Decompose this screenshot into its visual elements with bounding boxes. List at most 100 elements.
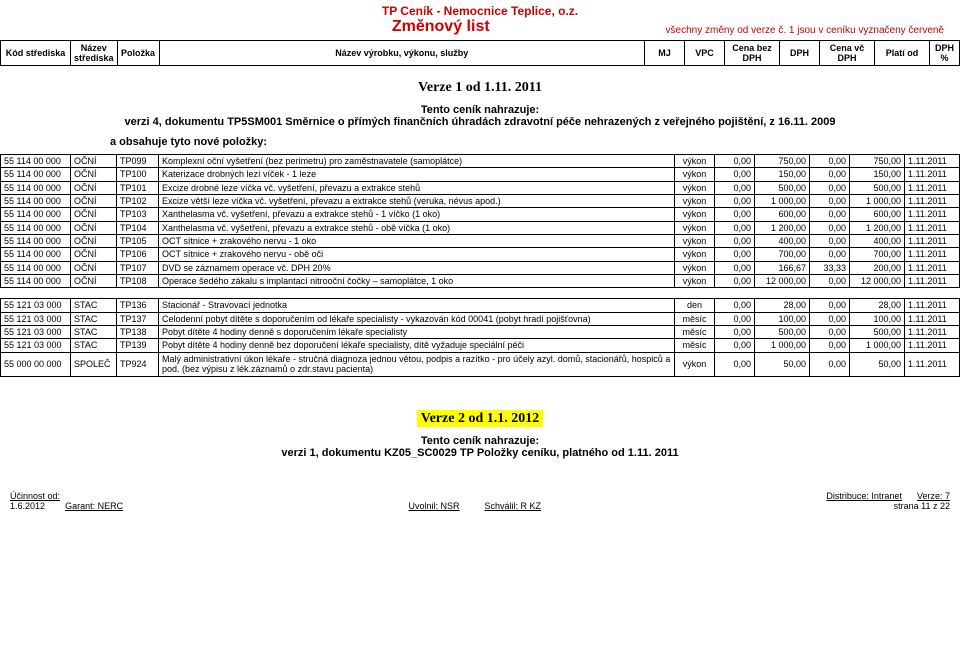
cell-mj: výkon (675, 221, 715, 234)
cell-plod: 1.11.2011 (905, 235, 960, 248)
cell-dph: 33,33 (810, 261, 850, 274)
cell-pol: TP136 (117, 299, 159, 312)
cell-desc: Celodenní pobyt dítěte s doporučením od … (159, 312, 675, 325)
footer-page: strana 11 z 22 (826, 501, 950, 511)
cell-dph: 0,00 (810, 181, 850, 194)
cell-cbez: 12 000,00 (755, 275, 810, 288)
cell-cvc: 500,00 (850, 326, 905, 339)
cell-cvc: 1 000,00 (850, 195, 905, 208)
cell-cvc: 12 000,00 (850, 275, 905, 288)
cell-kod: 55 114 00 000 (1, 261, 71, 274)
cell-desc: Stacionář - Stravovací jednotka (159, 299, 675, 312)
cell-dph: 0,00 (810, 275, 850, 288)
table-row: 55 114 00 000OČNÍTP108Operace šedého zák… (1, 275, 960, 288)
cell-dph: 0,00 (810, 352, 850, 376)
cell-dph: 0,00 (810, 312, 850, 325)
cell-cbez: 400,00 (755, 235, 810, 248)
cell-cvc: 750,00 (850, 155, 905, 168)
doc-title: TP Ceník - Nemocnice Teplice, o.z. (8, 4, 952, 18)
cell-dph: 0,00 (810, 326, 850, 339)
cell-plod: 1.11.2011 (905, 312, 960, 325)
col-nazev-stred: Název střediska (71, 41, 118, 66)
cell-dph: 0,00 (810, 195, 850, 208)
cell-mj: den (675, 299, 715, 312)
cell-kod: 55 121 03 000 (1, 326, 71, 339)
cell-kod: 55 114 00 000 (1, 275, 71, 288)
cell-cbez: 150,00 (755, 168, 810, 181)
cell-desc: OCT sítnice + zrakového nervu - 1 oko (159, 235, 675, 248)
table-row: 55 114 00 000OČNÍTP103Xanthelasma vč. vy… (1, 208, 960, 221)
cell-plod: 1.11.2011 (905, 339, 960, 352)
footer-schvalil: Schválil: R KZ (485, 501, 542, 511)
cell-plod: 1.11.2011 (905, 299, 960, 312)
cell-pol: TP102 (117, 195, 159, 208)
cell-dph: 0,00 (810, 155, 850, 168)
cell-mj: výkon (675, 195, 715, 208)
cell-pol: TP101 (117, 181, 159, 194)
cell-vpc: 0,00 (715, 235, 755, 248)
cell-plod: 1.11.2011 (905, 195, 960, 208)
cell-cbez: 500,00 (755, 326, 810, 339)
cell-cvc: 500,00 (850, 181, 905, 194)
cell-kod: 55 114 00 000 (1, 155, 71, 168)
col-cena-vc: Cena vč DPH (820, 41, 875, 66)
cell-cvc: 1 000,00 (850, 339, 905, 352)
cell-mj: výkon (675, 261, 715, 274)
col-dph: DPH (780, 41, 820, 66)
column-header-table: Kód střediska Název střediska Položka Ná… (0, 40, 960, 66)
cell-mj: měsíc (675, 326, 715, 339)
cell-dph: 0,00 (810, 299, 850, 312)
cell-mj: výkon (675, 235, 715, 248)
cell-stred: SPOLEČ (71, 352, 117, 376)
cell-kod: 55 114 00 000 (1, 181, 71, 194)
cell-kod: 55 114 00 000 (1, 248, 71, 261)
cell-mj: výkon (675, 155, 715, 168)
cell-vpc: 0,00 (715, 248, 755, 261)
cell-mj: měsíc (675, 339, 715, 352)
cell-pol: TP099 (117, 155, 159, 168)
cell-desc: Komplexní oční vyšetření (bez perimetru)… (159, 155, 675, 168)
footer-eff-label: Účinnost od: (10, 491, 123, 501)
cell-pol: TP104 (117, 221, 159, 234)
cell-stred: STAC (71, 312, 117, 325)
col-dph-pct: DPH % (930, 41, 960, 66)
cell-vpc: 0,00 (715, 221, 755, 234)
cell-plod: 1.11.2011 (905, 168, 960, 181)
replace-title-1: Tento ceník nahrazuje: (20, 104, 940, 116)
cell-pol: TP139 (117, 339, 159, 352)
table-row: 55 114 00 000OČNÍTP100Katerizace drobnýc… (1, 168, 960, 181)
col-cena-bez: Cena bez DPH (725, 41, 780, 66)
cell-desc: Katerizace drobných lezí víček - 1 leze (159, 168, 675, 181)
cell-vpc: 0,00 (715, 326, 755, 339)
cell-plod: 1.11.2011 (905, 352, 960, 376)
cell-dph: 0,00 (810, 221, 850, 234)
cell-stred: STAC (71, 326, 117, 339)
cell-cvc: 100,00 (850, 312, 905, 325)
table-row: 55 121 03 000STACTP136Stacionář - Stravo… (1, 299, 960, 312)
footer-verze: Verze: 7 (917, 491, 950, 501)
cell-stred: OČNÍ (71, 221, 117, 234)
cell-stred: OČNÍ (71, 261, 117, 274)
version-1-title: Verze 1 od 1.11. 2011 (418, 80, 542, 95)
cell-plod: 1.11.2011 (905, 275, 960, 288)
cell-cbez: 500,00 (755, 181, 810, 194)
cell-desc: DVD se záznamem operace vč. DPH 20% (159, 261, 675, 274)
cell-stred: OČNÍ (71, 195, 117, 208)
cell-cbez: 700,00 (755, 248, 810, 261)
footer-garant: Garant: NERC (65, 501, 123, 511)
cell-dph: 0,00 (810, 208, 850, 221)
cell-pol: TP103 (117, 208, 159, 221)
cell-mj: výkon (675, 275, 715, 288)
cell-stred: STAC (71, 299, 117, 312)
cell-desc: Xanthelasma vč. vyšetření, převazu a ext… (159, 221, 675, 234)
doc-note: všechny změny od verze č. 1 jsou v ceník… (666, 25, 944, 36)
price-table-group-2: 55 121 03 000STACTP136Stacionář - Stravo… (0, 298, 960, 376)
cell-plod: 1.11.2011 (905, 155, 960, 168)
cell-stred: OČNÍ (71, 248, 117, 261)
cell-mj: výkon (675, 181, 715, 194)
cell-stred: OČNÍ (71, 181, 117, 194)
table-row: 55 114 00 000OČNÍTP101Excize drobné leze… (1, 181, 960, 194)
cell-cvc: 28,00 (850, 299, 905, 312)
cell-dph: 0,00 (810, 339, 850, 352)
cell-cbez: 28,00 (755, 299, 810, 312)
